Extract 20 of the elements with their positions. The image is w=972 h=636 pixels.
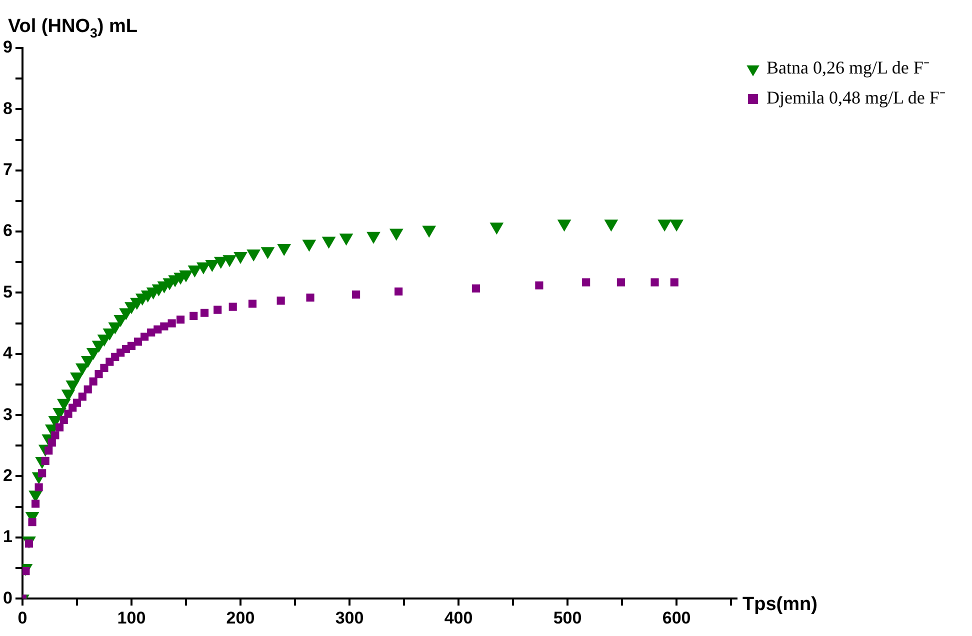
legend-label: Djemila 0,48 mg/L de F⁻ [766,88,946,108]
y-tick-label: 7 [2,160,12,180]
y-tick-label: 8 [2,98,12,118]
y-tick-label: 4 [2,344,13,363]
y-tick-label: 6 [2,221,12,240]
x-tick-label: 200 [226,608,255,628]
x-tick-label: 300 [335,608,364,628]
y-tick-label: 0 [2,588,12,608]
y-tick-label: 1 [2,527,12,546]
y-tick-label: 5 [2,282,12,302]
x-tick-label: 500 [553,608,582,628]
x-axis-title: Tps(mn) [742,594,818,615]
x-tick-label: 400 [444,608,473,628]
y-tick-label: 3 [2,404,12,424]
legend-label: Batna 0,26 mg/L de F⁻ [766,58,930,78]
y-tick-label: 9 [2,38,12,57]
x-tick-label: 100 [117,608,146,628]
y-tick-label: 2 [2,466,12,485]
x-tick-label: 600 [662,608,691,628]
x-tick-label: 0 [18,608,28,628]
